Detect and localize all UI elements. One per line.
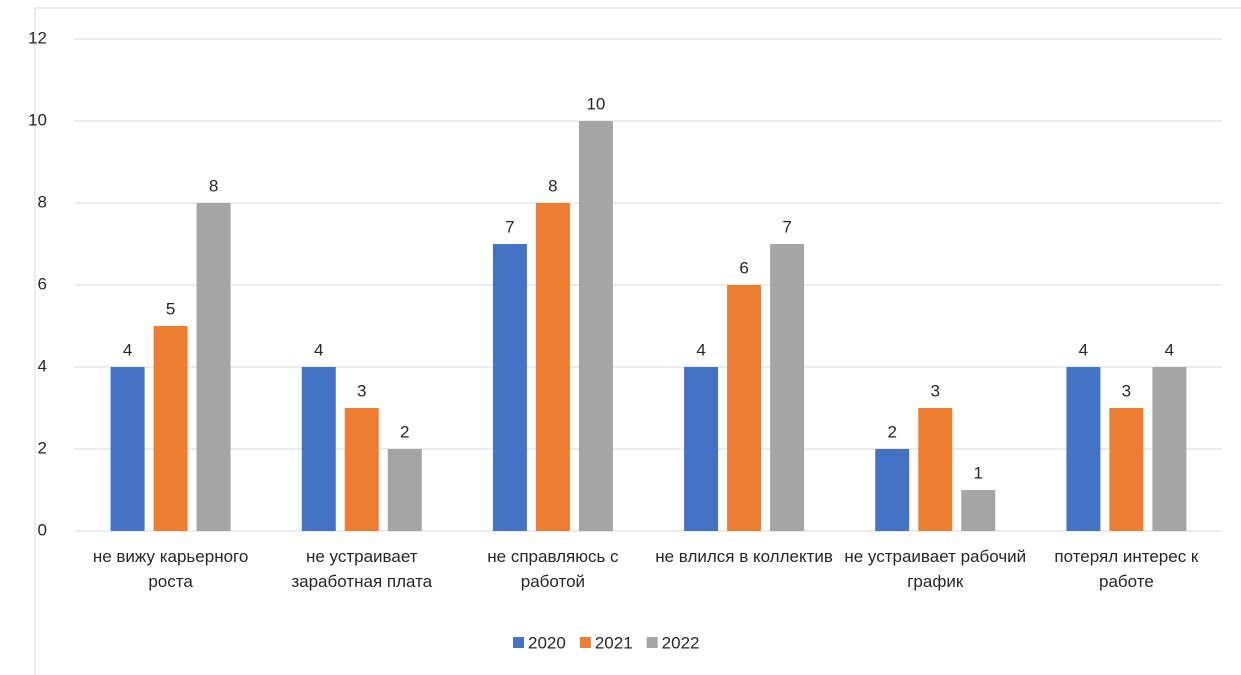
y-tick-label: 2 <box>38 438 47 457</box>
bar <box>918 408 953 531</box>
x-tick-label: не справляюсь с работой <box>487 547 619 591</box>
data-label: 5 <box>166 299 175 318</box>
bar <box>1152 367 1187 531</box>
bar <box>535 203 570 531</box>
y-tick-label: 8 <box>38 192 47 211</box>
y-tick-label: 6 <box>38 274 47 293</box>
bar <box>301 367 336 531</box>
chart-border <box>34 7 1241 675</box>
bar <box>1109 408 1144 531</box>
legend-swatch <box>646 637 658 648</box>
data-label: 1 <box>974 463 983 482</box>
bar <box>727 285 762 531</box>
bar <box>770 244 805 531</box>
y-tick-label: 10 <box>28 110 47 129</box>
x-tick-label: не устраивает заработная плата <box>291 547 433 591</box>
data-label: 8 <box>209 176 218 195</box>
legend-label: 2020 <box>528 633 566 652</box>
data-label: 8 <box>548 176 557 195</box>
data-label: 4 <box>123 340 132 359</box>
data-label: 2 <box>888 422 897 441</box>
bar <box>684 367 719 531</box>
bar <box>578 121 613 531</box>
data-label: 4 <box>1079 340 1088 359</box>
data-label: 4 <box>1165 340 1174 359</box>
data-label: 4 <box>696 340 705 359</box>
data-label: 10 <box>586 94 605 113</box>
y-tick-label: 12 <box>28 28 47 47</box>
x-tick-label: не устраивает рабочий график <box>844 547 1027 591</box>
bar <box>875 449 910 531</box>
data-label: 7 <box>782 217 791 236</box>
bar <box>492 244 527 531</box>
legend-swatch <box>513 637 524 648</box>
legend-label: 2021 <box>595 633 633 652</box>
data-label: 7 <box>505 217 514 236</box>
data-label: 6 <box>739 258 748 277</box>
data-label: 3 <box>1122 381 1131 400</box>
legend-swatch <box>579 637 591 648</box>
legend-label: 2022 <box>662 633 700 652</box>
data-label: 2 <box>400 422 409 441</box>
bar <box>196 203 231 531</box>
bar <box>1066 367 1101 531</box>
x-tick-label: потерял интерес к работе <box>1054 547 1199 591</box>
y-tick-label: 0 <box>38 520 47 539</box>
x-tick-label: не вижу карьерного роста <box>92 547 249 591</box>
bar <box>153 326 188 531</box>
bar <box>344 408 379 531</box>
data-label: 3 <box>357 381 366 400</box>
y-tick-label: 4 <box>38 356 47 375</box>
bar <box>387 449 422 531</box>
bar <box>961 490 996 531</box>
data-label: 4 <box>314 340 323 359</box>
data-label: 3 <box>931 381 940 400</box>
x-tick-label: не влился в коллектив <box>655 547 833 566</box>
bar <box>110 367 145 531</box>
